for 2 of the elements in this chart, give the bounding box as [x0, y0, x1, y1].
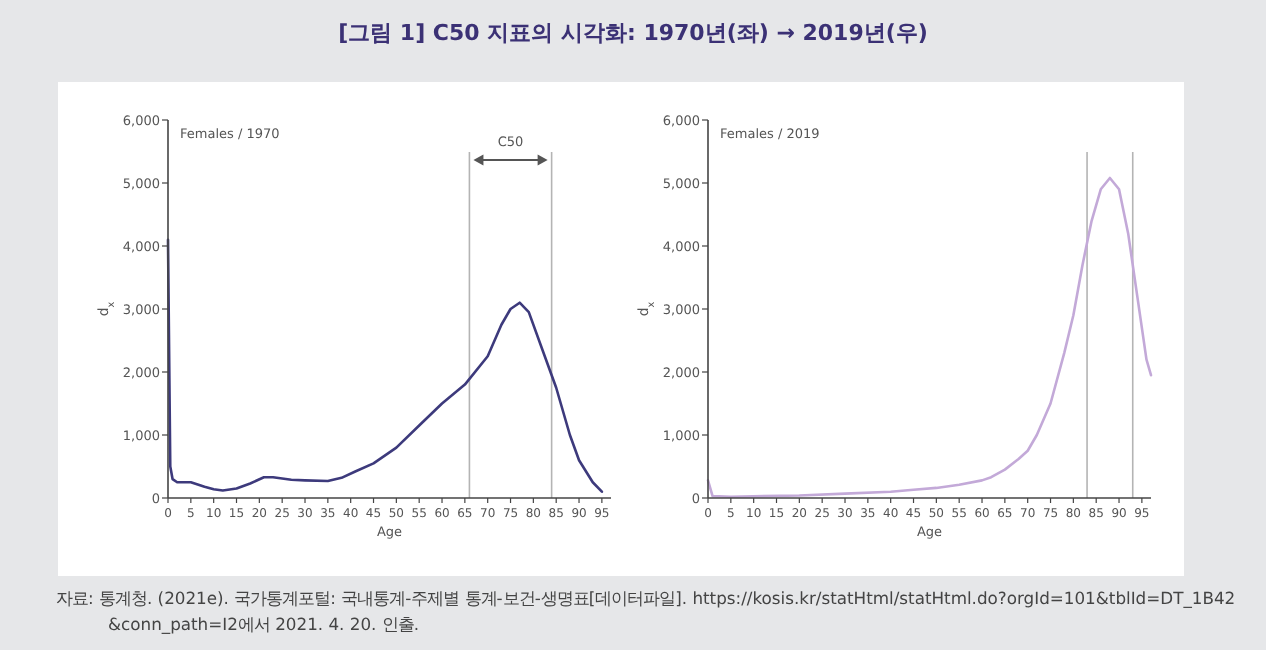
text: 자료: 통계청. (2021e). 국가통계포털: 국내통계-주제별 통계-보건-생명표[데이터파일]. https://kosis.kr/statHtml/statHtml.do?orgId=101&tblId=DT_1B42&conn_path=I2에서 2021. 4. 20. 인출. [56, 586, 1236, 638]
chart-title: [그림 1] C50 지표의 시각화: 1970년(좌) → 2019년(우) [336, 18, 930, 48]
